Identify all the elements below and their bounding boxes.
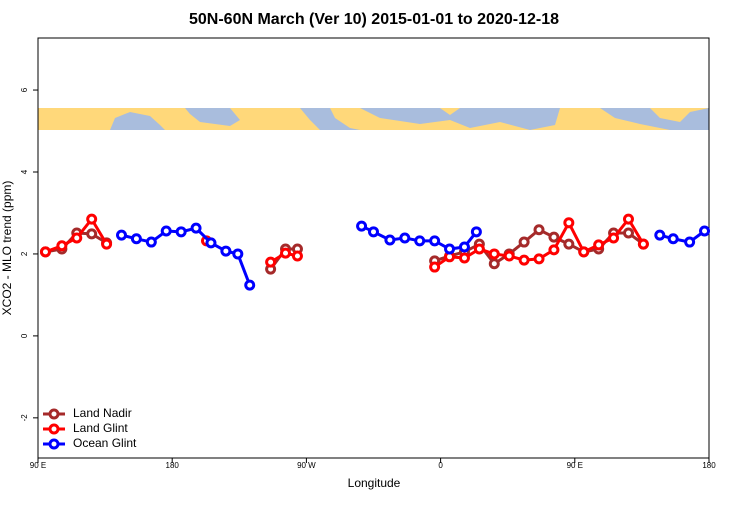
data-point [71, 232, 83, 244]
data-point [563, 238, 575, 250]
data-point [414, 235, 426, 247]
data-point [654, 229, 666, 241]
data-point [458, 241, 470, 253]
data-point [699, 225, 711, 237]
data-point [622, 213, 634, 225]
data-point [130, 233, 142, 245]
data-point [175, 226, 187, 238]
y-tick-label: 4 [20, 169, 29, 174]
data-point [265, 256, 277, 268]
y-axis-title: XCO2 - MLO trend (ppm) [0, 181, 14, 316]
data-point [56, 240, 68, 252]
data-point [291, 250, 303, 262]
data-point [444, 243, 456, 255]
data-point [470, 226, 482, 238]
x-tick-label: 0 [438, 461, 443, 470]
data-point [280, 247, 292, 259]
data-point [548, 231, 560, 243]
data-point [145, 236, 157, 248]
data-point [39, 246, 51, 258]
y-tick-label: -2 [20, 414, 29, 422]
data-point [548, 244, 560, 256]
y-tick-label: 6 [20, 87, 29, 92]
x-tick-label: 90 E [30, 461, 46, 470]
data-point [667, 233, 679, 245]
data-point [160, 225, 172, 237]
data-point [384, 234, 396, 246]
data-point [429, 235, 441, 247]
data-point [368, 226, 379, 238]
x-tick-label: 180 [702, 461, 716, 470]
plot-frame [37, 37, 710, 459]
x-tick-label: 180 [166, 461, 180, 470]
legend-marker [48, 423, 60, 435]
x-axis-title: Longitude [348, 476, 401, 490]
data-point [399, 232, 411, 244]
data-point [220, 245, 232, 257]
data-point [232, 248, 244, 260]
data-point [458, 252, 470, 264]
data-point [503, 250, 515, 262]
y-tick-label: 0 [20, 333, 29, 338]
data-point [563, 217, 575, 229]
data-point [86, 213, 98, 225]
y-tick-label: 2 [20, 251, 29, 256]
data-point [356, 220, 368, 232]
data-point [608, 232, 620, 244]
data-point [533, 253, 545, 265]
x-tick-label: 90 E [567, 461, 583, 470]
legend-marker [48, 408, 60, 420]
legend-label: Land Nadir [73, 406, 132, 420]
data-point [86, 228, 98, 240]
data-point [593, 239, 605, 251]
data-point [578, 246, 590, 258]
legend-label: Land Glint [73, 421, 128, 435]
data-point [101, 238, 113, 250]
legend-label: Ocean Glint [73, 436, 137, 450]
legend-marker [48, 438, 60, 450]
data-point [488, 258, 500, 270]
data-point [518, 236, 530, 248]
data-point [518, 254, 530, 266]
data-point [429, 261, 441, 273]
data-point [488, 248, 500, 260]
chart-title: 50N-60N March (Ver 10) 2015-01-01 to 202… [189, 11, 559, 28]
x-tick-label: 90 W [297, 461, 316, 470]
data-point [684, 236, 696, 248]
data-point [244, 279, 256, 291]
map-band [38, 108, 709, 130]
data-point [190, 222, 202, 234]
data-point [205, 237, 217, 249]
data-point [116, 229, 128, 241]
data-point [533, 224, 545, 236]
data-point [473, 243, 485, 255]
data-point [622, 227, 634, 239]
data-point [637, 238, 649, 250]
